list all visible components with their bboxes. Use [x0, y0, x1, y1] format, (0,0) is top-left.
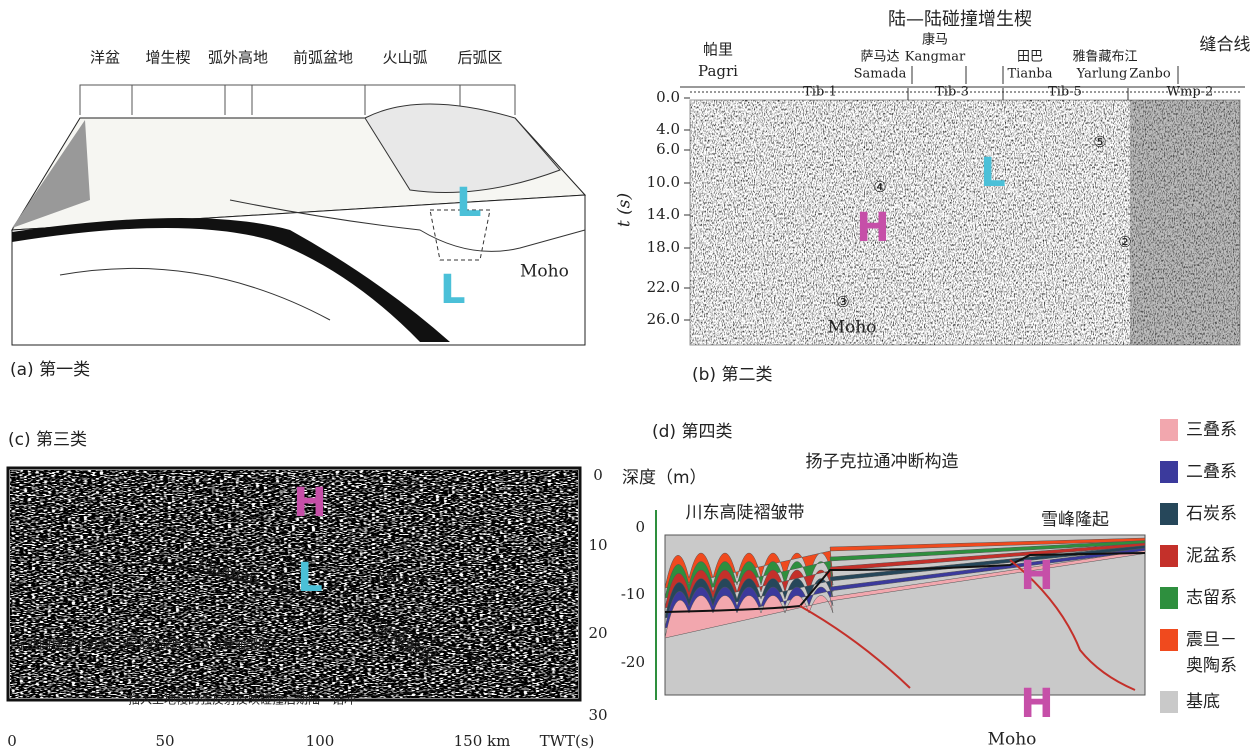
- label: 增生楔: [145, 49, 190, 67]
- label: Moho: [828, 318, 877, 338]
- legend-swatch: [1160, 503, 1178, 525]
- label: -10: [621, 585, 645, 603]
- label: (d) 第四类: [652, 422, 732, 442]
- label: 0: [593, 466, 603, 484]
- label: 火山弧: [382, 49, 427, 67]
- legend-label: 奥陶系: [1186, 656, 1237, 676]
- marker: L: [440, 267, 466, 313]
- label: t (s): [615, 193, 635, 227]
- label: 深度（m）: [622, 468, 707, 488]
- label: 插入上地幔的强反射反映碰撞后期陆 馆冲: [128, 692, 356, 707]
- label: Tianba: [1007, 67, 1052, 82]
- label: (c) 第三类: [8, 430, 87, 450]
- label: H: [856, 205, 889, 251]
- legend-label: 三叠系: [1186, 420, 1237, 440]
- moho-label: Moho: [520, 262, 569, 282]
- label: ③: [836, 293, 849, 311]
- label: Moho: [988, 730, 1037, 750]
- label: 东西向横穿北苏格兰海滨的深反射15次叠加剖面: [15, 637, 270, 652]
- legend-swatch: [1160, 629, 1178, 651]
- label: (a) 第一类: [10, 360, 90, 380]
- label: Pagri: [698, 62, 738, 80]
- legend-label: 基底: [1186, 692, 1220, 712]
- legend-swatch: [1160, 461, 1178, 483]
- label: 帕里: [703, 41, 733, 59]
- label: 前弧盆地: [293, 49, 353, 67]
- label: 洋盆: [90, 49, 120, 67]
- label: 陆—陆碰撞增生楔: [888, 9, 1032, 30]
- label: 康马: [922, 32, 948, 48]
- label: 0: [635, 518, 645, 536]
- marker: L: [456, 180, 482, 226]
- label: 0: [7, 732, 17, 750]
- label: 弧外高地: [208, 49, 268, 67]
- legend-swatch: [1160, 691, 1178, 713]
- legend-swatch: [1160, 587, 1178, 609]
- label: L: [980, 150, 1006, 196]
- label: ②: [1118, 233, 1131, 251]
- y-tick-label: 26.0: [647, 310, 680, 328]
- y-tick-label: 4.0: [656, 120, 680, 138]
- label: 雅鲁藏布江: [1072, 50, 1137, 65]
- y-tick-label: 10.0: [647, 173, 680, 191]
- label: Tib-5: [1048, 85, 1082, 100]
- legend-swatch: [1160, 419, 1178, 441]
- label: 萨马达: [860, 50, 899, 65]
- legend-label: 二叠系: [1186, 462, 1237, 482]
- label: Yarlung: [1076, 67, 1128, 82]
- label: H: [1020, 681, 1053, 727]
- label: 100: [306, 732, 335, 750]
- label: 田巴: [1017, 50, 1043, 65]
- label: ⑤: [1093, 133, 1106, 151]
- label: ④: [873, 178, 886, 196]
- legend-label: 泥盆系: [1186, 546, 1237, 566]
- label: 扬子克拉通冲断构造: [806, 452, 959, 472]
- label: 20: [588, 624, 607, 642]
- legend-label: 石炭系: [1186, 504, 1237, 524]
- panel-a: L L Moho 洋盆 增生楔 弧外高地 前弧盆地 火山弧 后弧区 (a) 第一…: [10, 49, 585, 381]
- label: 后弧区: [457, 49, 502, 67]
- label: 川东高陡褶皱带: [686, 503, 805, 523]
- shape: 0.0 4.0 6.0 10.0 14.0 18.0 22.0 26.0: [647, 88, 690, 328]
- panel-c: (c) 第三类 0 10 20 30 0 50 100 150 km TWT(s…: [7, 430, 607, 750]
- label: Moho: [376, 570, 419, 588]
- y-tick-label: 14.0: [647, 205, 680, 223]
- y-tick-label: 0.0: [656, 88, 680, 106]
- label: H: [1020, 553, 1053, 599]
- label: Tib-3: [935, 85, 969, 100]
- label: L: [297, 555, 323, 601]
- label: H: [293, 480, 326, 526]
- label: Samada: [854, 67, 907, 82]
- label: 缝合线: [1200, 35, 1251, 55]
- label: Kangmar: [905, 50, 966, 65]
- label: Wmp-2: [1167, 85, 1214, 100]
- y-tick-label: 18.0: [647, 238, 680, 256]
- label: TWT(s): [540, 732, 595, 750]
- label: 150 km: [454, 732, 511, 750]
- label: 10: [588, 536, 607, 554]
- legend-label: 志留系: [1186, 588, 1237, 608]
- label: 50: [155, 732, 174, 750]
- panel-b: 陆—陆碰撞增生楔 Tib-1 Tib-3 Tib-5 Wmp-2 0.0 4.0 6…: [615, 9, 1251, 385]
- label: 30: [588, 706, 607, 724]
- label: Tib-1: [803, 85, 837, 100]
- label: 雪峰隆起: [1041, 510, 1109, 530]
- y-tick-label: 6.0: [656, 140, 680, 158]
- shape: [1130, 100, 1240, 345]
- legend-swatch: [1160, 545, 1178, 567]
- label: Zanbo: [1129, 67, 1170, 82]
- legend-label: 震旦－: [1186, 630, 1237, 650]
- panel-d: (d) 第四类 扬子克拉通冲断构造 深度（m） 0 -10 -20 川东高陡褶皱…: [621, 419, 1237, 750]
- label: -20: [621, 653, 645, 671]
- label: (b) 第二类: [692, 365, 772, 385]
- figure: L L Moho 洋盆 增生楔 弧外高地 前弧盆地 火山弧 后弧区 (a) 第一…: [0, 0, 1252, 752]
- y-tick-label: 22.0: [647, 278, 680, 296]
